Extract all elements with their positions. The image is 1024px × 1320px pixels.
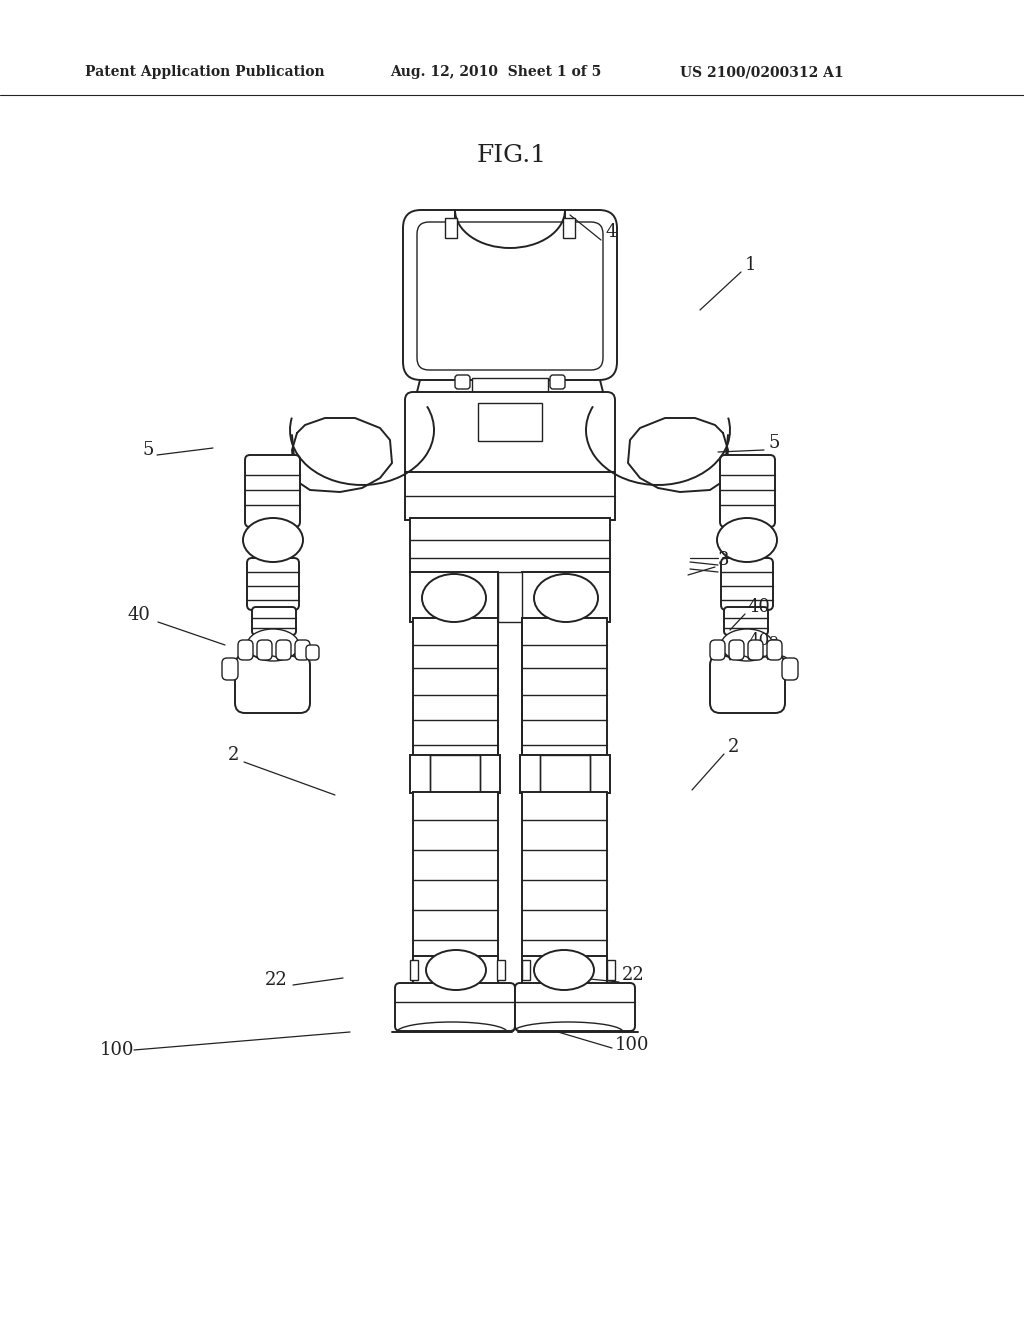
- FancyBboxPatch shape: [238, 640, 253, 660]
- FancyBboxPatch shape: [406, 392, 615, 477]
- FancyBboxPatch shape: [729, 640, 744, 660]
- Text: 22: 22: [622, 966, 645, 983]
- Bar: [410, 960, 418, 979]
- FancyBboxPatch shape: [306, 645, 319, 660]
- Bar: [406, 473, 615, 520]
- Ellipse shape: [426, 950, 486, 990]
- Text: Aug. 12, 2010  Sheet 1 of 5: Aug. 12, 2010 Sheet 1 of 5: [390, 65, 601, 79]
- FancyBboxPatch shape: [710, 640, 725, 660]
- Bar: [413, 956, 498, 983]
- FancyBboxPatch shape: [395, 983, 515, 1031]
- Ellipse shape: [717, 517, 777, 562]
- Bar: [410, 572, 498, 622]
- FancyBboxPatch shape: [710, 655, 785, 713]
- Bar: [607, 960, 615, 979]
- FancyBboxPatch shape: [515, 983, 635, 1031]
- Text: 2: 2: [228, 746, 240, 764]
- FancyBboxPatch shape: [222, 657, 238, 680]
- Bar: [445, 218, 457, 238]
- Ellipse shape: [534, 950, 594, 990]
- Bar: [413, 618, 498, 758]
- Text: 100: 100: [100, 1041, 134, 1059]
- Bar: [498, 572, 522, 622]
- Text: 22: 22: [265, 972, 288, 989]
- FancyBboxPatch shape: [550, 375, 565, 389]
- Bar: [497, 960, 505, 979]
- Bar: [472, 378, 548, 396]
- Ellipse shape: [721, 630, 773, 661]
- Polygon shape: [292, 418, 392, 492]
- FancyBboxPatch shape: [295, 640, 310, 660]
- Ellipse shape: [422, 574, 486, 622]
- Text: 100: 100: [615, 1036, 649, 1053]
- Bar: [522, 956, 607, 983]
- Text: Patent Application Publication: Patent Application Publication: [85, 65, 325, 79]
- Text: 40a: 40a: [748, 632, 779, 649]
- FancyBboxPatch shape: [782, 657, 798, 680]
- Text: 5: 5: [143, 441, 155, 459]
- FancyBboxPatch shape: [403, 210, 617, 380]
- Text: 40: 40: [748, 598, 771, 616]
- FancyBboxPatch shape: [257, 640, 272, 660]
- Text: FIG.1: FIG.1: [477, 144, 547, 166]
- FancyBboxPatch shape: [455, 375, 470, 389]
- FancyBboxPatch shape: [748, 640, 763, 660]
- Bar: [522, 792, 607, 957]
- Bar: [522, 572, 610, 622]
- FancyBboxPatch shape: [720, 455, 775, 527]
- Text: 4: 4: [605, 223, 616, 242]
- FancyBboxPatch shape: [247, 558, 299, 610]
- Ellipse shape: [534, 574, 598, 622]
- Text: 5: 5: [768, 434, 779, 451]
- FancyBboxPatch shape: [724, 607, 768, 635]
- Polygon shape: [628, 418, 728, 492]
- Bar: [410, 517, 610, 576]
- Text: 3: 3: [718, 550, 729, 569]
- Bar: [410, 755, 500, 793]
- FancyBboxPatch shape: [252, 607, 296, 635]
- Bar: [520, 755, 610, 793]
- Bar: [413, 792, 498, 957]
- Ellipse shape: [247, 630, 299, 661]
- FancyBboxPatch shape: [417, 222, 603, 370]
- Text: US 2100/0200312 A1: US 2100/0200312 A1: [680, 65, 844, 79]
- FancyBboxPatch shape: [767, 640, 782, 660]
- FancyBboxPatch shape: [721, 558, 773, 610]
- Ellipse shape: [243, 517, 303, 562]
- Text: 2: 2: [728, 738, 739, 756]
- FancyBboxPatch shape: [245, 455, 300, 527]
- Bar: [540, 755, 590, 793]
- Text: 40: 40: [128, 606, 151, 624]
- FancyBboxPatch shape: [276, 640, 291, 660]
- Bar: [430, 755, 480, 793]
- FancyBboxPatch shape: [234, 655, 310, 713]
- Bar: [563, 218, 575, 238]
- Bar: [478, 403, 542, 441]
- Text: 1: 1: [745, 256, 757, 275]
- Bar: [522, 960, 530, 979]
- Bar: [522, 618, 607, 758]
